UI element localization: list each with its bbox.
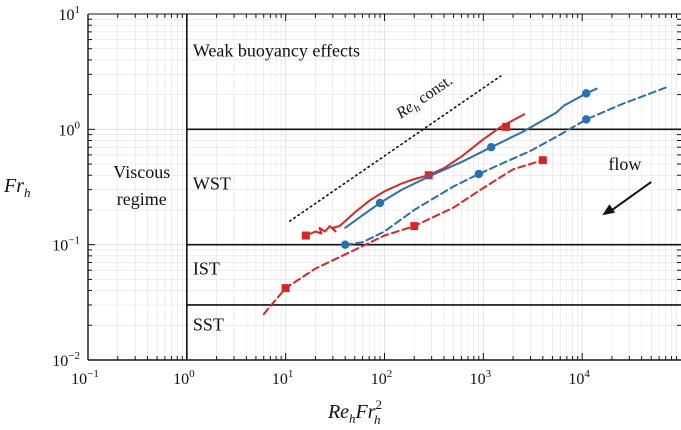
x-tick-label: 100 (173, 368, 195, 388)
series-4-marker (538, 156, 547, 165)
series-3-marker (340, 240, 350, 249)
region-label: IST (193, 259, 220, 279)
reference-line-label: Reh const. (393, 72, 458, 125)
reference-line (288, 75, 502, 222)
x-tick-label: 101 (272, 368, 294, 388)
series-layer (262, 86, 667, 316)
region-label: SST (193, 315, 224, 335)
series-line-1 (304, 113, 526, 237)
series-1-marker (301, 231, 310, 240)
grid-layer (87, 14, 681, 361)
series-2-marker (375, 198, 385, 208)
series-line-2 (344, 87, 598, 229)
x-tick-label: 104 (568, 368, 590, 388)
y-tick-label: 10−2 (52, 350, 80, 370)
axes-layer (87, 13, 681, 361)
y-tick-label: 101 (59, 4, 81, 24)
flow-label: flow (608, 154, 641, 174)
flow-arrow-shaft (609, 181, 652, 213)
series-4-marker (410, 222, 419, 231)
region-label: WST (193, 174, 231, 194)
series-2-marker (486, 142, 496, 152)
y-axis-label: Frh (3, 175, 31, 200)
y-tick-label: 10−1 (52, 235, 80, 255)
series-2-marker (582, 89, 591, 98)
series-line-4 (262, 159, 544, 316)
series-line-3 (344, 86, 667, 246)
series-3-marker (582, 115, 591, 124)
x-tick-label: 10−1 (71, 368, 99, 388)
x-tick-label: 103 (470, 368, 492, 388)
regime-boundaries (186, 14, 681, 360)
series-4-marker (281, 284, 290, 293)
series-1-marker (502, 122, 511, 131)
series-3-marker (474, 169, 484, 179)
reference-line-layer: Reh const. (288, 72, 502, 222)
x-tick-label: 102 (371, 368, 393, 388)
flow-arrow-head (602, 204, 616, 216)
region-label: Weak buoyancy effects (193, 40, 360, 60)
series-1-marker (424, 171, 433, 180)
viscous-regime-label: regime (117, 189, 167, 209)
viscous-regime-label: Viscous (113, 162, 170, 182)
y-tick-label: 100 (59, 119, 81, 139)
x-axis-label: RehFr2 h (327, 397, 382, 427)
